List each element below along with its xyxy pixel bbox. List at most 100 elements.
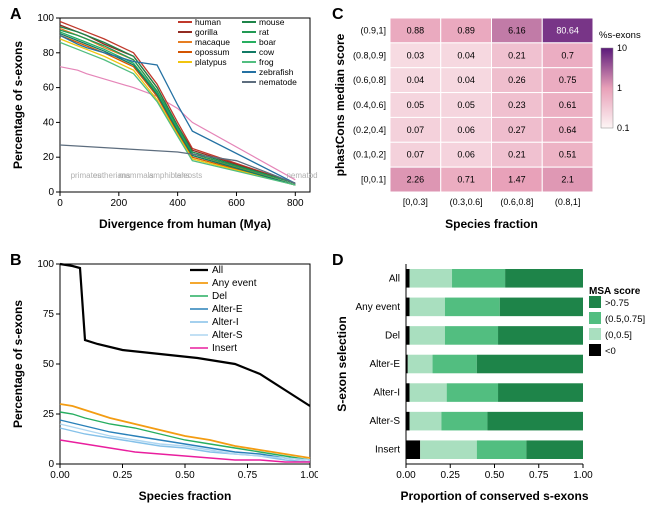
- svg-text:macaque: macaque: [195, 37, 230, 47]
- svg-text:50: 50: [43, 359, 55, 370]
- panel-a: A 0204060801000200400600800Divergence fr…: [8, 4, 318, 234]
- svg-text:Any event: Any event: [356, 302, 401, 313]
- svg-text:0.07: 0.07: [407, 150, 425, 160]
- svg-text:1: 1: [617, 83, 622, 93]
- svg-text:0.03: 0.03: [407, 50, 425, 60]
- svg-text:(0.2,0.4]: (0.2,0.4]: [353, 125, 386, 135]
- svg-text:0.75: 0.75: [238, 470, 258, 481]
- svg-text:40: 40: [43, 117, 55, 128]
- svg-text:(0.1,0.2]: (0.1,0.2]: [353, 150, 386, 160]
- panel-b: B 0 25 50 75 100 0.00 0.25 0.50 0.75 1.00 Species …: [8, 250, 318, 510]
- svg-text:0.25: 0.25: [441, 470, 461, 481]
- svg-text:Alter-I: Alter-I: [373, 388, 400, 399]
- svg-text:<0: <0: [605, 346, 616, 357]
- svg-text:Insert: Insert: [375, 445, 400, 456]
- svg-text:S-exon selection: S-exon selection: [335, 316, 349, 411]
- svg-text:0.07: 0.07: [407, 125, 425, 135]
- svg-text:0: 0: [48, 187, 54, 198]
- svg-text:Any event: Any event: [212, 278, 257, 289]
- svg-text:0.71: 0.71: [457, 175, 475, 185]
- svg-text:0.50: 0.50: [175, 470, 195, 481]
- svg-text:0: 0: [57, 198, 63, 209]
- svg-text:2.26: 2.26: [407, 175, 425, 185]
- svg-text:boar: boar: [259, 37, 276, 47]
- svg-text:0.50: 0.50: [485, 470, 505, 481]
- svg-text:0.64: 0.64: [559, 125, 577, 135]
- svg-text:opossum: opossum: [195, 47, 230, 57]
- svg-text:100: 100: [37, 259, 54, 270]
- svg-text:frog: frog: [259, 57, 274, 67]
- svg-text:phastCons median score: phastCons median score: [333, 33, 347, 176]
- svg-text:Species fraction: Species fraction: [139, 489, 232, 503]
- svg-text:(0,0.5]: (0,0.5]: [605, 330, 632, 341]
- panel-d: D 0.000.250.500.751.00AllAny eventDelAlt…: [330, 250, 655, 510]
- svg-text:1.00: 1.00: [300, 470, 318, 481]
- svg-text:0.26: 0.26: [508, 75, 526, 85]
- panel-a-letter: A: [10, 6, 22, 24]
- svg-text:0.75: 0.75: [559, 75, 577, 85]
- svg-text:(0.8,1]: (0.8,1]: [555, 197, 581, 207]
- svg-text:0.00: 0.00: [396, 470, 416, 481]
- svg-text:Divergence from human (Mya): Divergence from human (Mya): [99, 217, 271, 231]
- svg-text:0.06: 0.06: [457, 150, 475, 160]
- svg-text:0.7: 0.7: [561, 50, 574, 60]
- panel-b-chart: 0 25 50 75 100 0.00 0.25 0.50 0.75 1.00 Species fr…: [8, 250, 318, 506]
- svg-text:>0.75: >0.75: [605, 298, 629, 309]
- svg-text:(0.6,0.8]: (0.6,0.8]: [500, 197, 533, 207]
- svg-text:0.61: 0.61: [559, 100, 577, 110]
- svg-text:0.88: 0.88: [407, 25, 425, 35]
- svg-text:%s-exons: %s-exons: [599, 30, 641, 41]
- svg-text:Alter-I: Alter-I: [212, 317, 239, 328]
- svg-text:0.23: 0.23: [508, 100, 526, 110]
- svg-text:Species fraction: Species fraction: [445, 217, 538, 231]
- svg-text:mouse: mouse: [259, 17, 285, 27]
- svg-text:Percentage of s-exons: Percentage of s-exons: [11, 300, 25, 428]
- panel-d-letter: D: [332, 252, 344, 270]
- svg-text:0.21: 0.21: [508, 150, 526, 160]
- svg-text:Alter-E: Alter-E: [369, 359, 400, 370]
- svg-text:0.25: 0.25: [113, 470, 133, 481]
- svg-text:2.1: 2.1: [561, 175, 574, 185]
- svg-text:0.05: 0.05: [457, 100, 475, 110]
- svg-text:0: 0: [48, 459, 54, 470]
- svg-text:600: 600: [228, 198, 245, 209]
- svg-text:25: 25: [43, 409, 55, 420]
- svg-text:0.04: 0.04: [407, 75, 425, 85]
- svg-text:[0,0.3]: [0,0.3]: [403, 197, 428, 207]
- svg-text:0.1: 0.1: [617, 123, 630, 133]
- svg-text:gorilla: gorilla: [195, 27, 218, 37]
- svg-text:Insert: Insert: [212, 343, 237, 354]
- svg-text:400: 400: [169, 198, 186, 209]
- svg-text:800: 800: [287, 198, 304, 209]
- svg-text:0.06: 0.06: [457, 125, 475, 135]
- svg-text:0.00: 0.00: [50, 470, 70, 481]
- svg-text:Proportion of conserved s-exon: Proportion of conserved s-exons: [400, 489, 588, 503]
- svg-text:20: 20: [43, 152, 55, 163]
- figure-root: A 0204060801000200400600800Divergence fr…: [0, 0, 660, 522]
- svg-text:Percentage of s-exons: Percentage of s-exons: [11, 41, 25, 169]
- svg-text:1.00: 1.00: [573, 470, 593, 481]
- svg-text:cow: cow: [259, 47, 275, 57]
- svg-text:(0.3,0.6]: (0.3,0.6]: [450, 197, 483, 207]
- svg-text:zebrafish: zebrafish: [259, 67, 294, 77]
- svg-text:(0.8,0.9]: (0.8,0.9]: [353, 50, 386, 60]
- svg-text:human: human: [195, 17, 221, 27]
- svg-text:0.51: 0.51: [559, 150, 577, 160]
- svg-text:All: All: [389, 273, 400, 284]
- svg-text:Alter-S: Alter-S: [212, 330, 243, 341]
- svg-text:nematode: nematode: [259, 77, 297, 87]
- panel-b-letter: B: [10, 252, 22, 270]
- svg-text:Del: Del: [385, 330, 400, 341]
- svg-text:nematode: nematode: [286, 171, 318, 180]
- svg-text:75: 75: [43, 309, 55, 320]
- panel-c-letter: C: [332, 6, 344, 24]
- svg-text:teleosts: teleosts: [175, 171, 203, 180]
- svg-text:0.04: 0.04: [457, 75, 475, 85]
- svg-text:0.21: 0.21: [508, 50, 526, 60]
- svg-text:0.05: 0.05: [407, 100, 425, 110]
- svg-text:0.89: 0.89: [457, 25, 475, 35]
- svg-text:0.04: 0.04: [457, 50, 475, 60]
- svg-text:100: 100: [37, 13, 54, 24]
- svg-text:All: All: [212, 265, 223, 276]
- panel-c-chart: 0.880.896.1680.640.030.040.210.70.040.04…: [330, 4, 655, 234]
